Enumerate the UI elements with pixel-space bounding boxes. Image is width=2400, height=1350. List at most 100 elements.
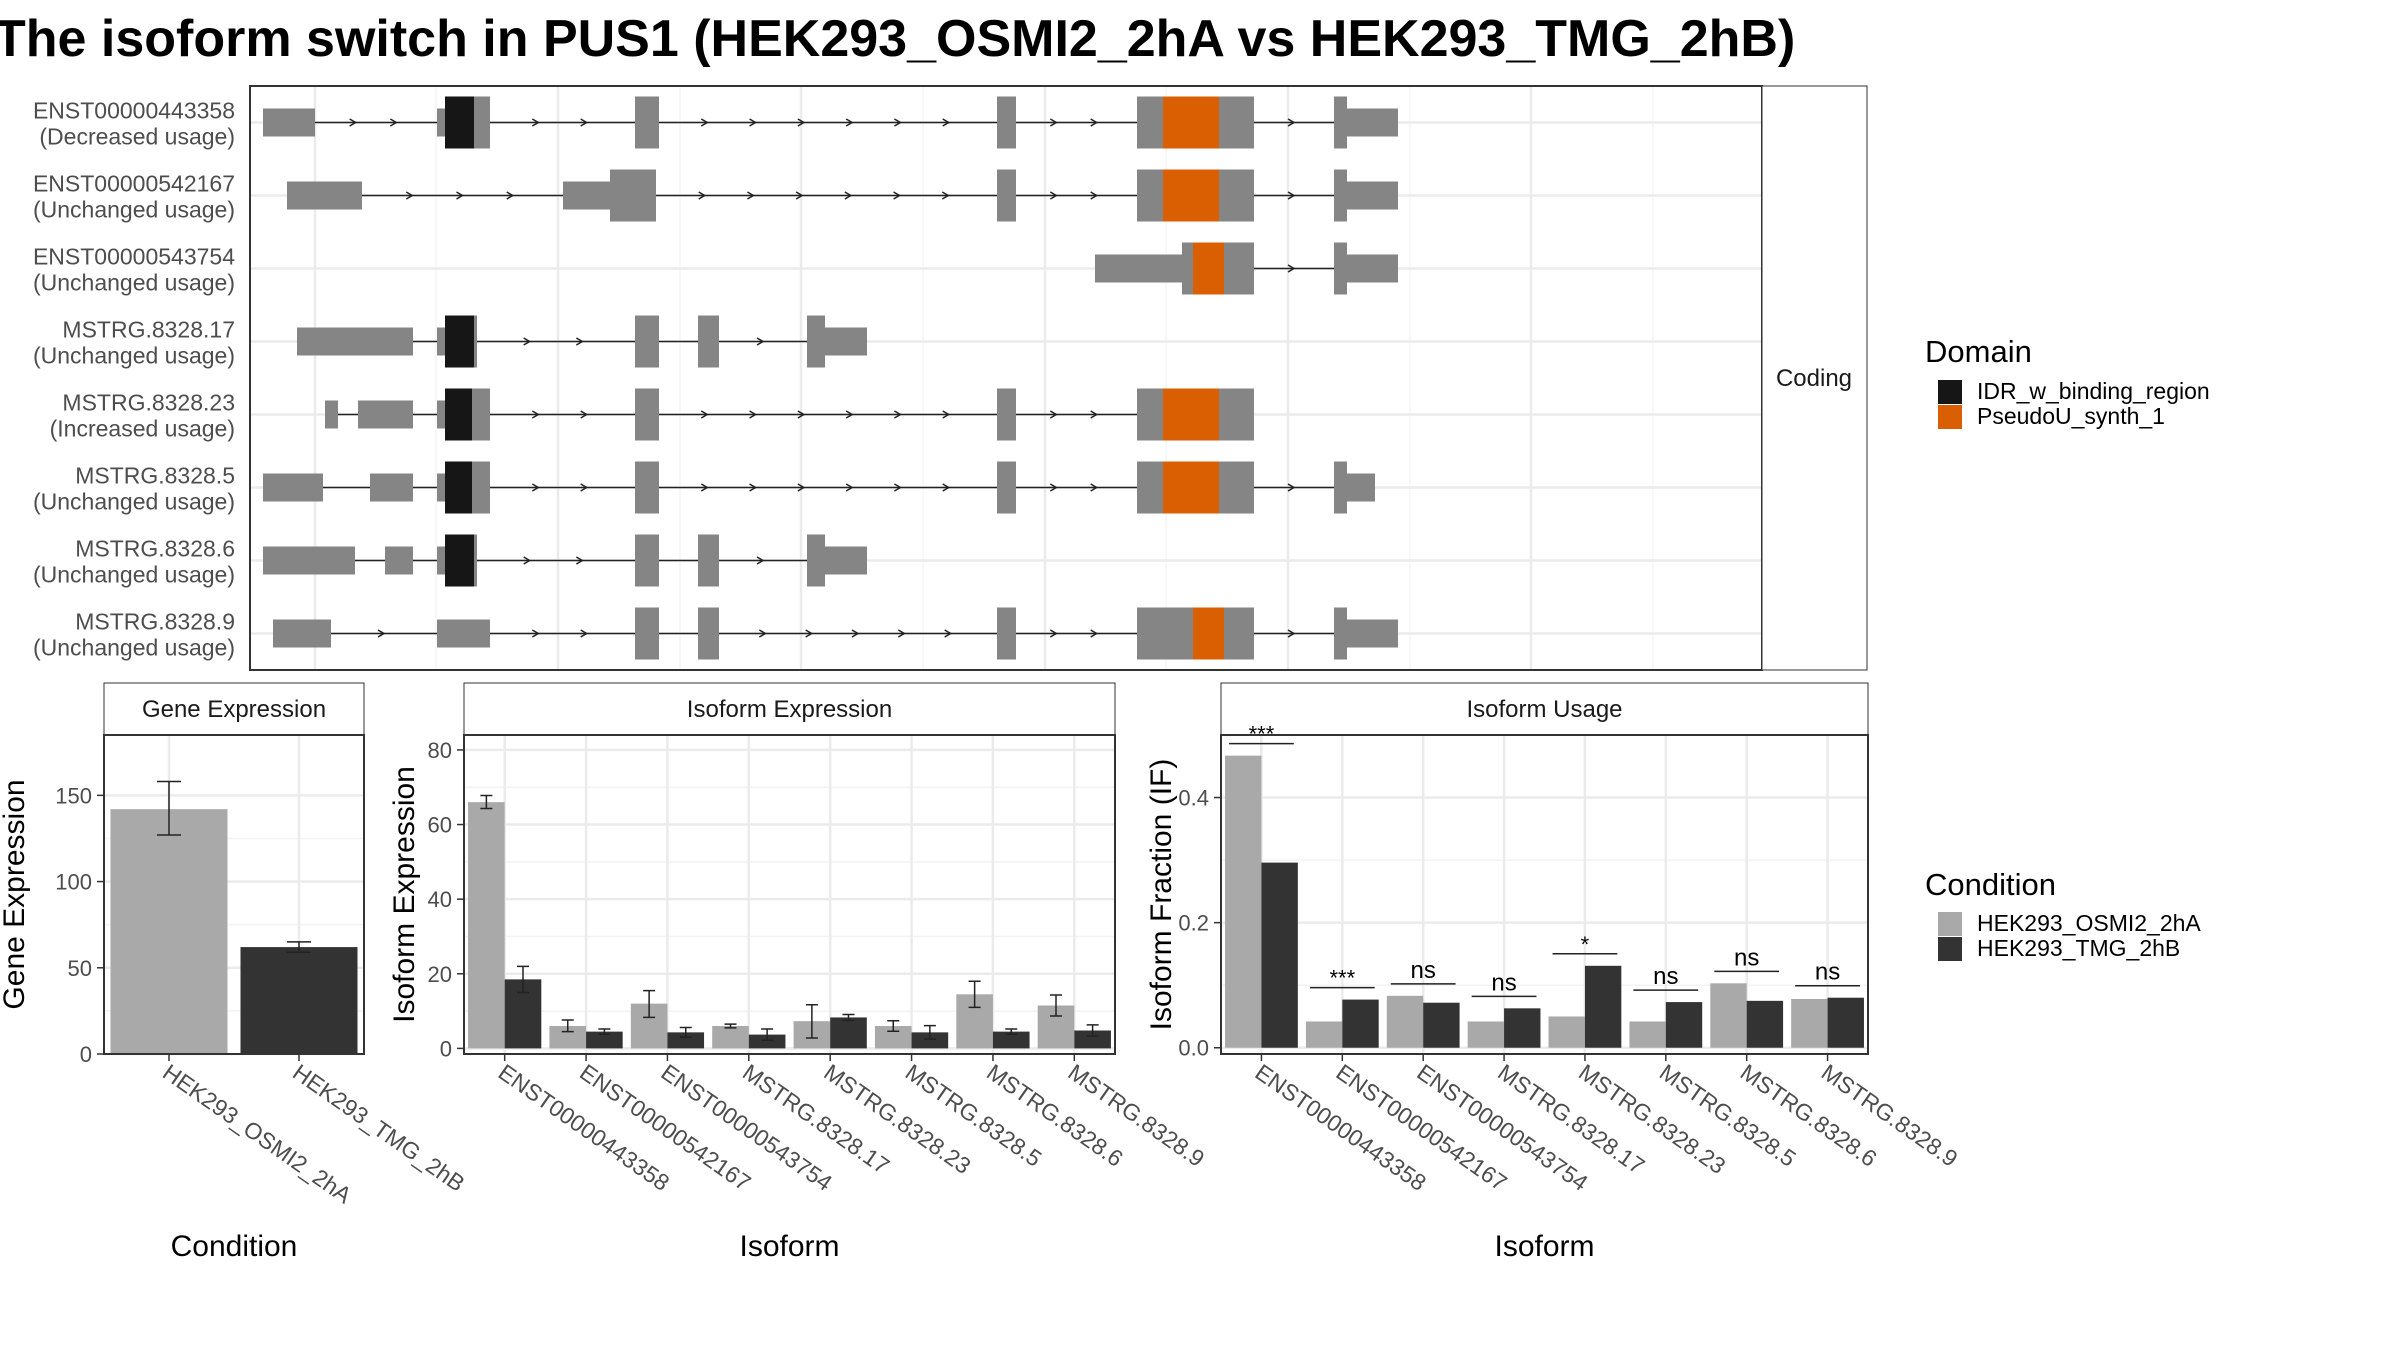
- coding-exon: [807, 534, 825, 587]
- bar: [1342, 999, 1379, 1048]
- error-bar: [842, 1013, 855, 1022]
- intron-direction-arrow: [894, 410, 902, 419]
- coding-exon: [997, 96, 1016, 149]
- significance-label: *: [1581, 932, 1590, 957]
- panel-background: [464, 735, 1115, 1054]
- coding-exon: [807, 315, 825, 368]
- coding-exon: [1219, 169, 1254, 222]
- coding-exon: [474, 96, 490, 149]
- intron-direction-arrow: [1049, 410, 1058, 419]
- intron-direction-arrow: [580, 483, 589, 492]
- coding-exon: [1137, 388, 1163, 441]
- bar: [667, 1032, 705, 1049]
- intron-direction-arrow: [580, 629, 589, 638]
- x-tick-label: MSTRG.8328.6: [1736, 1059, 1882, 1172]
- domain-pseudou-segment: [1193, 242, 1224, 295]
- intron-direction-arrow: [1090, 483, 1099, 492]
- domain-idr-segment: [445, 96, 474, 149]
- y-tick-label: 150: [55, 783, 92, 808]
- intron-direction-arrow: [749, 410, 758, 419]
- error-bar: [1050, 994, 1062, 1017]
- intron-direction-arrow: [942, 483, 951, 492]
- utr-exon: [1347, 181, 1398, 210]
- utr-exon: [563, 181, 610, 210]
- coding-exon: [997, 169, 1016, 222]
- coding-exon: [1137, 461, 1163, 514]
- panel-strip-label: Gene Expression: [142, 696, 326, 723]
- intron-direction-arrow: [700, 410, 709, 419]
- bar: [1261, 862, 1298, 1048]
- panel-border: [103, 734, 365, 1055]
- utr-exon: [437, 327, 445, 356]
- bar: [1074, 1030, 1111, 1049]
- utr-exon: [370, 473, 413, 502]
- coding-exon: [997, 607, 1016, 660]
- coding-exon: [1182, 242, 1193, 295]
- coding-exon: [472, 388, 490, 441]
- coding-exon: [698, 607, 719, 660]
- bar: [240, 947, 358, 1054]
- error-bar: [923, 1024, 936, 1040]
- bar: [874, 1026, 912, 1049]
- intron-direction-arrow: [805, 629, 814, 638]
- error-bar: [968, 980, 981, 1009]
- utr-exon: [1347, 619, 1398, 648]
- x-axis-title: Condition: [171, 1230, 298, 1263]
- significance-label: ***: [1329, 966, 1355, 991]
- intron-direction-arrow: [698, 191, 707, 200]
- coding-exon: [1334, 461, 1347, 514]
- utr-exon: [1347, 473, 1375, 502]
- intron-direction-arrow: [942, 118, 951, 127]
- panel-strip: [463, 682, 1116, 736]
- utr-exon: [437, 619, 490, 648]
- intron-direction-arrow: [845, 483, 854, 492]
- intron-direction-arrow: [1287, 118, 1296, 127]
- x-tick-label: MSTRG.8328.9: [1063, 1059, 1209, 1172]
- transcript-usage-label: (Unchanged usage): [33, 343, 235, 369]
- utr-exon: [437, 473, 445, 502]
- intron-direction-arrow: [405, 191, 414, 200]
- domain-pseudou-segment: [1193, 607, 1224, 660]
- coding-exon: [1334, 242, 1347, 295]
- transcript-id-label: MSTRG.8328.23: [62, 390, 235, 416]
- x-tick-label: MSTRG.8328.9: [1817, 1059, 1963, 1172]
- x-axis-title: Isoform: [1494, 1230, 1594, 1263]
- utr-exon: [385, 546, 413, 575]
- transcript-usage-label: (Unchanged usage): [33, 197, 235, 223]
- utr-exon: [825, 327, 867, 356]
- coding-exon: [635, 96, 659, 149]
- significance-label: ns: [1734, 944, 1759, 971]
- intron-direction-arrow: [795, 191, 804, 200]
- domain-pseudou-segment: [1163, 461, 1219, 514]
- intron-direction-arrow: [1287, 629, 1296, 638]
- error-bar: [287, 941, 311, 954]
- intron-direction-arrow: [756, 337, 765, 346]
- coding-exon: [1219, 388, 1254, 441]
- utr-exon: [297, 327, 413, 356]
- utr-exon: [1347, 254, 1398, 283]
- panel-border: [1220, 734, 1869, 1055]
- coding-exon: [1224, 607, 1254, 660]
- bar: [549, 1026, 587, 1049]
- intron-direction-arrow: [531, 629, 540, 638]
- error-bar: [480, 794, 493, 810]
- intron-direction-arrow: [1287, 483, 1296, 492]
- bar: [1504, 1008, 1541, 1048]
- isoform-expression-chart: Isoform Expression020406080ENST000004433…: [388, 682, 1209, 1263]
- significance-label: ns: [1491, 969, 1516, 996]
- condition-legend-label: HEK293_OSMI2_2hA: [1977, 910, 2201, 936]
- domain-pseudou-segment: [1163, 388, 1219, 441]
- y-axis-title: Gene Expression: [0, 779, 31, 1009]
- intron-direction-arrow: [1090, 410, 1099, 419]
- intron-direction-arrow: [747, 191, 755, 200]
- y-tick-label: 20: [428, 962, 452, 987]
- error-bar: [724, 1023, 737, 1029]
- bar: [1305, 1021, 1343, 1048]
- intron-direction-arrow: [749, 118, 758, 127]
- transcript-id-label: ENST00000542167: [33, 171, 235, 197]
- coding-exon: [472, 461, 490, 514]
- error-bar: [1086, 1024, 1099, 1037]
- y-tick-label: 100: [55, 870, 92, 895]
- error-bar: [643, 989, 656, 1019]
